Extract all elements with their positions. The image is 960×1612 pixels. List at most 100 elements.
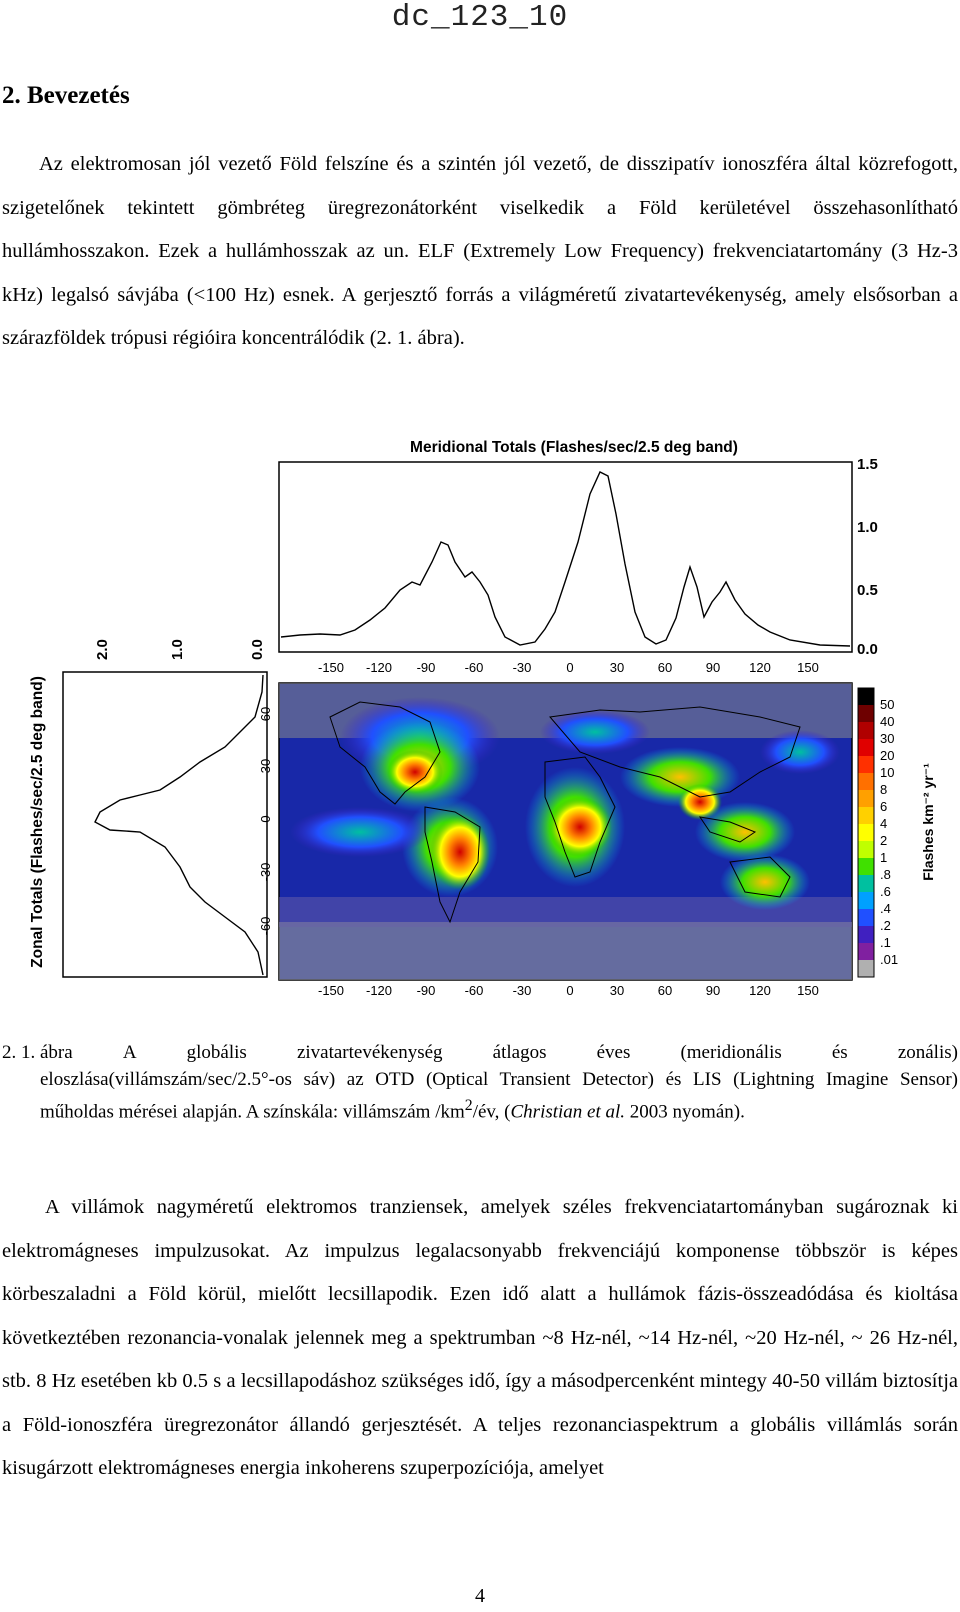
lon-tick-label: -90 xyxy=(417,983,436,998)
caption-word: átlagos xyxy=(492,1042,547,1063)
meridional-curve xyxy=(280,471,851,647)
lon-tick-label: 30 xyxy=(610,983,624,998)
lon-tick-label: 30 xyxy=(610,660,624,675)
caption-word: éves xyxy=(596,1042,631,1063)
colorbar-label: 20 xyxy=(880,748,894,763)
caption-superscript: 2 xyxy=(464,1097,473,1114)
colorbar-cell xyxy=(858,688,874,705)
colorbar-cell xyxy=(858,926,874,943)
colorbar-labels: 50 40 30 20 10 8 6 4 2 1 .8 .6 .4 .2 .1 … xyxy=(880,697,898,967)
document-header-id: dc_123_10 xyxy=(391,0,569,35)
colorbar-cell xyxy=(858,943,874,960)
figure-caption: 2. 1. ábra A globális zivatartevékenység… xyxy=(2,1040,958,1126)
zonal-tick-label: 1.0 xyxy=(169,639,186,660)
colorbar-label: 50 xyxy=(880,697,894,712)
lon-tick-label: -60 xyxy=(465,983,484,998)
zonal-tick-label: 0.0 xyxy=(249,639,266,660)
colorbar-cell xyxy=(858,909,874,926)
longitude-ticks-bottom: -150 -120 -90 -60 -30 0 30 60 90 120 150 xyxy=(318,983,819,998)
lon-tick-label: 0 xyxy=(566,660,573,675)
longitude-ticks-top: -150 -120 -90 -60 -30 0 30 60 90 120 150 xyxy=(318,660,819,675)
meridional-tick-label: 0.0 xyxy=(857,641,878,658)
colorbar-cell xyxy=(858,790,874,807)
colorbar-label: 4 xyxy=(880,816,887,831)
colorbar-label: 2 xyxy=(880,833,887,848)
lon-tick-label: 0 xyxy=(566,983,573,998)
lon-tick-label: -30 xyxy=(513,983,532,998)
lat-tick-label: 60 xyxy=(258,707,273,721)
colorbar-label: 30 xyxy=(880,731,894,746)
lon-tick-label: -120 xyxy=(366,983,392,998)
meridional-tick-label: 1.0 xyxy=(857,519,878,536)
colorbar-label: 1 xyxy=(880,850,887,865)
caption-citation: Christian et al. xyxy=(510,1101,626,1123)
zonal-chart-title: Zonal Totals (Flashes/sec/2.5 deg band) xyxy=(29,676,46,968)
lon-tick-label: -60 xyxy=(465,660,484,675)
caption-body: eloszlása(villámszám/sec/2.5°-os sáv) az… xyxy=(40,1067,958,1126)
lon-tick-label: 120 xyxy=(749,983,771,998)
lon-tick-label: 90 xyxy=(706,983,720,998)
meridional-y-ticks: 1.5 1.0 0.5 0.0 xyxy=(857,456,878,658)
lon-tick-label: 60 xyxy=(658,660,672,675)
colorbar-cell xyxy=(858,807,874,824)
lon-tick-label: -120 xyxy=(366,660,392,675)
lon-tick-label: -30 xyxy=(513,660,532,675)
zonal-curve xyxy=(94,674,264,976)
colorbar-label: .1 xyxy=(880,935,891,950)
lightning-figure-graphic: Meridional Totals (Flashes/sec/2.5 deg b… xyxy=(29,439,936,998)
caption-label: 2. 1. ábra xyxy=(2,1042,73,1063)
colorbar-cell xyxy=(858,858,874,875)
lon-tick-label: -150 xyxy=(318,660,344,675)
lon-tick-label: 90 xyxy=(706,660,720,675)
intro-paragraph: Az elektromosan jól vezető Föld felszíne… xyxy=(2,153,958,349)
colorbar xyxy=(857,687,875,978)
caption-word: (meridionális xyxy=(680,1042,782,1063)
caption-text: eloszlása(villámszám/sec/2.5°-os sáv) az… xyxy=(40,1068,958,1123)
lat-tick-label: 30 xyxy=(258,759,273,773)
caption-word: A xyxy=(122,1042,137,1063)
lon-tick-label: -150 xyxy=(318,983,344,998)
colorbar-label: .01 xyxy=(880,952,898,967)
colorbar-cell xyxy=(858,875,874,892)
meridional-tick-label: 1.5 xyxy=(857,456,878,473)
colorbar-cell xyxy=(858,960,874,977)
colorbar-cell xyxy=(858,739,874,756)
colorbar-label: .6 xyxy=(880,884,891,899)
colorbar-cell xyxy=(858,722,874,739)
colorbar-label: .8 xyxy=(880,867,891,882)
lon-tick-label: 150 xyxy=(797,983,819,998)
colorbar-cell xyxy=(858,773,874,790)
page-number: 4 xyxy=(475,1585,485,1607)
lightning-density-map xyxy=(278,682,853,981)
lon-tick-label: 120 xyxy=(749,660,771,675)
colorbar-cell xyxy=(858,705,874,722)
caption-word: globális xyxy=(186,1042,247,1063)
colorbar-cell xyxy=(858,892,874,909)
caption-word: és xyxy=(831,1042,848,1063)
lat-tick-label: 0 xyxy=(258,815,273,822)
lightning-paragraph: A villámok nagyméretű elektromos tranzie… xyxy=(2,1196,958,1479)
section-title: Bevezetés xyxy=(27,82,130,109)
section-heading: 2. Bevezetés xyxy=(2,82,130,110)
colorbar-label: 6 xyxy=(880,799,887,814)
meridional-plot-frame xyxy=(278,461,853,653)
colorbar-label: 10 xyxy=(880,765,894,780)
lat-tick-label: -60 xyxy=(258,917,273,936)
colorbar-cell xyxy=(858,824,874,841)
lat-tick-label: -30 xyxy=(258,863,273,882)
meridional-tick-label: 0.5 xyxy=(857,582,878,599)
colorbar-label: 40 xyxy=(880,714,894,729)
colorbar-unit: Flashes km⁻² yr⁻¹ xyxy=(920,763,936,881)
colorbar-cell xyxy=(858,841,874,858)
meridional-chart-title: Meridional Totals (Flashes/sec/2.5 deg b… xyxy=(410,439,738,456)
lon-tick-label: 60 xyxy=(658,983,672,998)
caption-text-cont: /év, ( xyxy=(472,1101,511,1123)
colorbar-label: 8 xyxy=(880,782,887,797)
colorbar-label: .4 xyxy=(880,901,891,916)
caption-first-line: 2. 1. ábra A globális zivatartevékenység… xyxy=(2,1040,958,1067)
lon-tick-label: -90 xyxy=(417,660,436,675)
zonal-tick-label: 2.0 xyxy=(94,639,111,660)
caption-word: zonális) xyxy=(897,1042,958,1063)
section-number: 2. xyxy=(2,82,21,109)
colorbar-label: .2 xyxy=(880,918,891,933)
